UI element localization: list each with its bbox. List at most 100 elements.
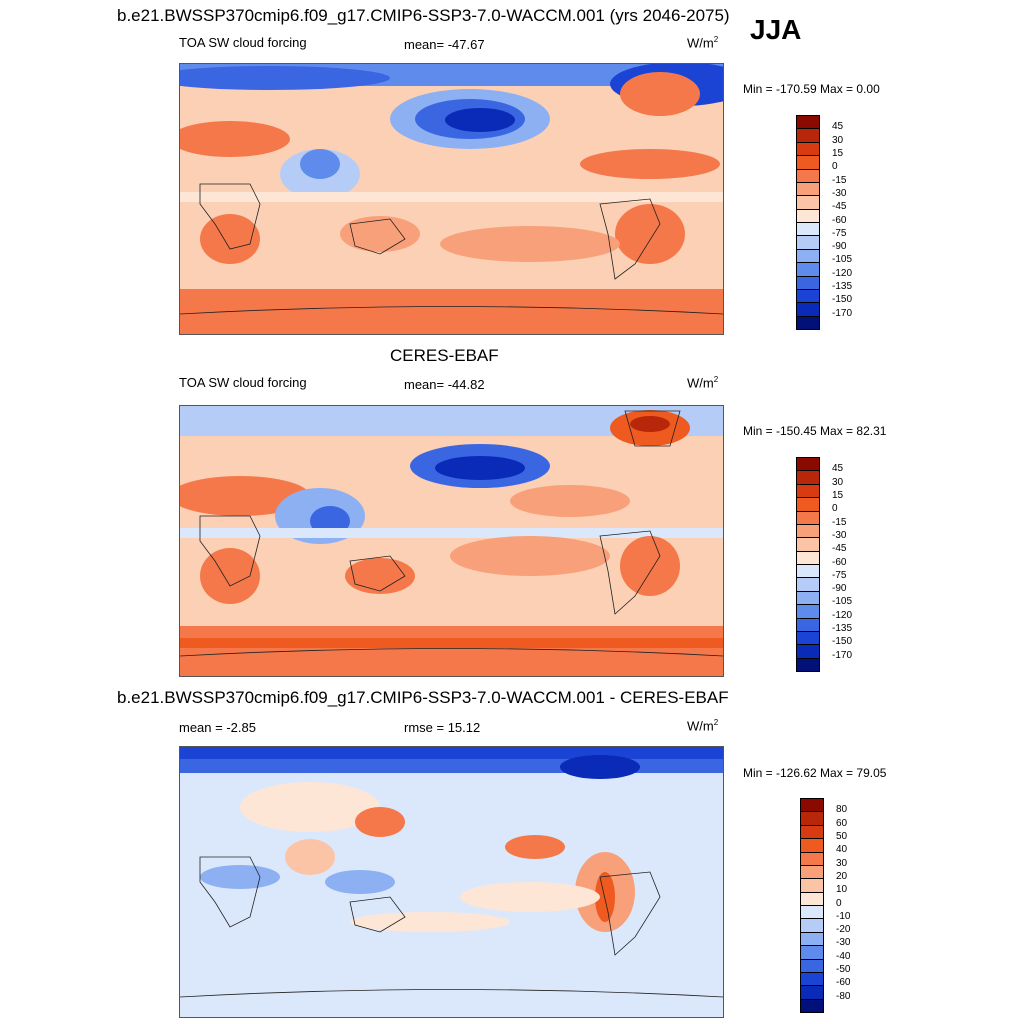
colorbar-tick-label: 15 xyxy=(832,489,844,501)
colorbar-tick-label: -90 xyxy=(832,583,847,595)
colorbar-swatch xyxy=(797,565,819,579)
panel-obs-header: CERES-EBAF xyxy=(390,346,499,365)
colorbar-swatch xyxy=(801,919,823,933)
colorbar-swatch xyxy=(797,196,819,210)
colorbar-tick-label: -120 xyxy=(832,267,853,279)
colorbar-tick-label: 10 xyxy=(836,884,848,896)
colorbar-tick-label: -30 xyxy=(832,187,847,199)
colorbar-swatch xyxy=(801,959,823,973)
colorbar-swatch xyxy=(797,484,819,499)
colorbar-swatch xyxy=(797,471,819,485)
panel-obs-contour-field xyxy=(180,406,723,676)
colorbar-swatch xyxy=(797,498,819,512)
colorbar-swatch xyxy=(797,524,819,539)
panel-obs-mean-label: mean= -44.82 xyxy=(404,377,485,392)
colorbar-tick-label: 0 xyxy=(836,897,842,909)
colorbar-swatch xyxy=(797,645,819,659)
colorbar-swatch xyxy=(801,799,823,813)
colorbar-swatch xyxy=(801,972,823,987)
colorbar-swatch xyxy=(801,825,823,840)
colorbar-tick-label: -15 xyxy=(832,174,847,186)
colorbar-swatch xyxy=(797,316,819,329)
colorbar-tick-label: -75 xyxy=(832,569,847,581)
colorbar-swatch xyxy=(797,236,819,250)
colorbar-swatch xyxy=(797,538,819,552)
season-label: JJA xyxy=(750,14,802,45)
colorbar-tick-label: 60 xyxy=(836,817,848,829)
panel-model-map xyxy=(179,63,724,335)
colorbar-tick-label: -45 xyxy=(832,201,847,213)
colorbar-tick-label: 0 xyxy=(832,503,838,515)
colorbar-swatch xyxy=(801,946,823,960)
colorbar-tick-label: 50 xyxy=(836,830,848,842)
colorbar-swatch xyxy=(797,249,819,264)
colorbar-swatch xyxy=(797,182,819,197)
panel-obs-colorbar xyxy=(796,457,820,672)
colorbar-tick-label: -50 xyxy=(836,964,851,976)
colorbar-swatch xyxy=(797,591,819,606)
colorbar-swatch xyxy=(801,865,823,880)
colorbar-tick-label: -135 xyxy=(832,281,853,293)
panel-model-mean-label: mean= -47.67 xyxy=(404,37,485,52)
panel-obs-map xyxy=(179,405,724,677)
colorbar-swatch xyxy=(797,605,819,619)
colorbar-swatch xyxy=(797,578,819,592)
colorbar-tick-label: -105 xyxy=(832,254,853,266)
colorbar-tick-label: -150 xyxy=(832,636,853,648)
colorbar-tick-label: -15 xyxy=(832,516,847,528)
colorbar-swatch xyxy=(801,906,823,920)
colorbar-tick-label: -60 xyxy=(832,556,847,568)
colorbar-swatch xyxy=(797,618,819,632)
colorbar-swatch xyxy=(797,116,819,130)
colorbar-tick-label: -45 xyxy=(832,543,847,555)
panel-diff-mean-label: mean = -2.85 xyxy=(179,720,256,735)
colorbar-tick-label: 30 xyxy=(836,857,848,869)
colorbar-swatch xyxy=(797,631,819,646)
colorbar-swatch xyxy=(797,303,819,317)
panel-diff-rmse-label: rmse = 15.12 xyxy=(404,720,481,735)
panel-obs-minmax: Min = -150.45 Max = 82.31 xyxy=(743,424,887,438)
colorbar-swatch xyxy=(801,852,823,866)
colorbar-tick-label: -10 xyxy=(836,910,851,922)
colorbar-tick-label: 80 xyxy=(836,804,848,816)
colorbar-swatch xyxy=(797,223,819,237)
panel-model-variable-label: TOA SW cloud forcing xyxy=(179,35,307,50)
colorbar-tick-label: 15 xyxy=(832,147,844,159)
colorbar-tick-label: 30 xyxy=(832,476,844,488)
panel-diff-units: W/m2 xyxy=(687,718,719,734)
colorbar-swatch xyxy=(797,658,819,671)
colorbar-swatch xyxy=(797,156,819,170)
panel-diff-map xyxy=(179,746,724,1018)
colorbar-tick-label: -170 xyxy=(832,649,853,661)
colorbar-tick-label: 45 xyxy=(832,463,844,475)
colorbar-tick-label: 45 xyxy=(832,121,844,133)
colorbar-tick-label: 0 xyxy=(832,161,838,173)
colorbar-tick-label: -60 xyxy=(836,977,851,989)
colorbar-swatch xyxy=(801,986,823,1000)
panel-diff-colorbar xyxy=(800,798,824,1013)
colorbar-swatch xyxy=(801,932,823,947)
colorbar-swatch xyxy=(797,169,819,183)
colorbar-swatch xyxy=(801,999,823,1012)
colorbar-swatch xyxy=(797,551,819,565)
colorbar-swatch xyxy=(801,879,823,893)
panel-model-minmax: Min = -170.59 Max = 0.00 xyxy=(743,82,880,96)
colorbar-tick-label: -20 xyxy=(836,924,851,936)
colorbar-tick-label: -30 xyxy=(832,529,847,541)
colorbar-swatch xyxy=(801,892,823,906)
colorbar-swatch xyxy=(801,839,823,853)
colorbar-tick-label: -80 xyxy=(836,990,851,1002)
colorbar-tick-label: -75 xyxy=(832,227,847,239)
colorbar-swatch xyxy=(801,812,823,826)
figure-title: b.e21.BWSSP370cmip6.f09_g17.CMIP6-SSP3-7… xyxy=(117,6,730,25)
colorbar-swatch xyxy=(797,209,819,223)
colorbar-tick-label: -30 xyxy=(836,937,851,949)
panel-model-contour-field xyxy=(180,64,723,334)
colorbar-tick-label: 20 xyxy=(836,870,848,882)
panel-model-colorbar xyxy=(796,115,820,330)
colorbar-swatch xyxy=(797,458,819,472)
colorbar-tick-label: -90 xyxy=(832,241,847,253)
colorbar-tick-label: -60 xyxy=(832,214,847,226)
panel-diff-minmax: Min = -126.62 Max = 79.05 xyxy=(743,766,887,780)
colorbar-tick-label: 40 xyxy=(836,844,848,856)
